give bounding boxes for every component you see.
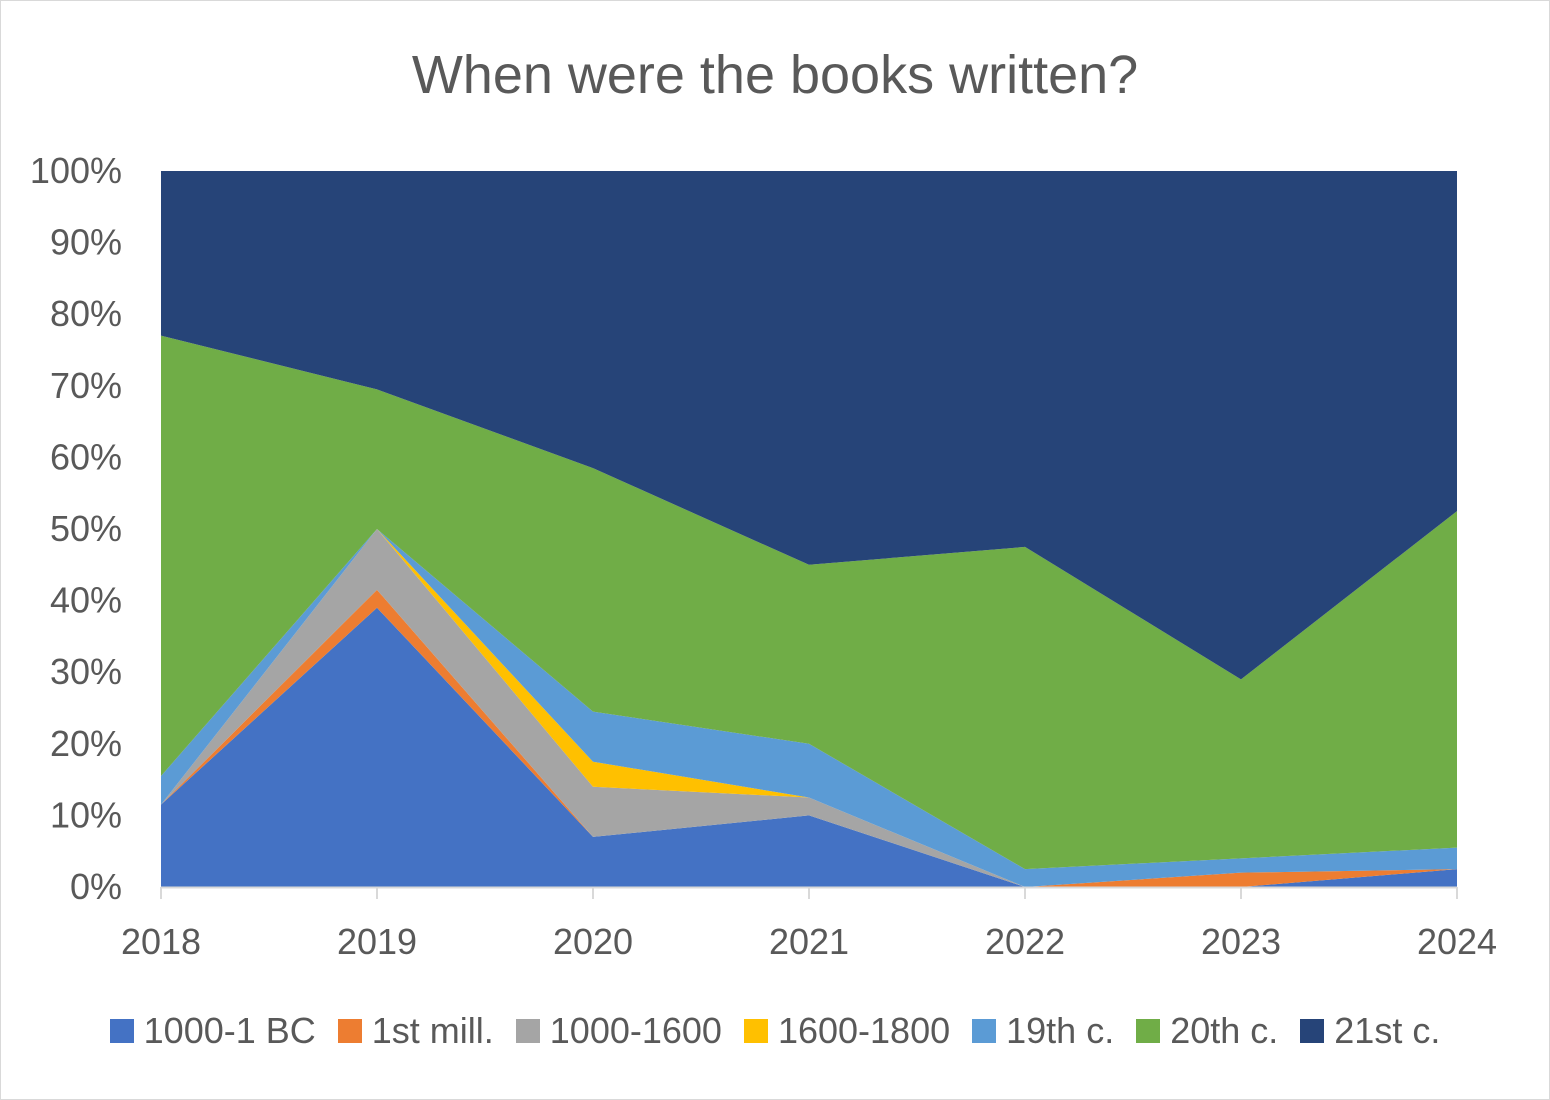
- legend-label: 1600-1800: [777, 1010, 951, 1051]
- legend-label: 20th c.: [1170, 1010, 1279, 1051]
- x-tick-label: 2022: [985, 921, 1065, 962]
- y-tick-label: 40%: [50, 580, 122, 621]
- legend-item: 1600-1800: [743, 1010, 951, 1052]
- y-tick-label: 10%: [50, 794, 122, 835]
- legend-swatch: [515, 1019, 540, 1043]
- y-tick-label: 60%: [50, 436, 122, 477]
- x-tick-label: 2024: [1417, 921, 1497, 962]
- x-tick-label: 2020: [553, 921, 633, 962]
- area-series-6: [161, 171, 1457, 680]
- chart-title: When were the books written?: [411, 45, 1139, 105]
- area-series-2: [161, 529, 1457, 887]
- x-tick-label: 2021: [769, 921, 849, 962]
- y-tick-label: 80%: [50, 293, 122, 334]
- legend-label: 1000-1 BC: [143, 1010, 316, 1051]
- legend-label: 21st c.: [1334, 1010, 1441, 1051]
- legend-swatch: [337, 1019, 362, 1043]
- legend-swatch: [1300, 1019, 1325, 1043]
- y-tick-label: 70%: [50, 365, 122, 406]
- y-tick-label: 90%: [50, 222, 122, 263]
- legend: 1000-1 BC 1st mill. 1000-1600 1600-1800 19th…: [0, 1010, 1550, 1052]
- x-tick-label: 2018: [121, 921, 201, 962]
- y-tick-label: 50%: [50, 508, 122, 549]
- legend-label: 1st mill.: [371, 1010, 494, 1051]
- legend-item: 1000-1600: [515, 1010, 722, 1052]
- y-tick-label: 30%: [50, 651, 122, 692]
- legend-item: 19th c.: [972, 1010, 1114, 1052]
- legend-item: 1st mill.: [337, 1010, 494, 1052]
- x-tick-label: 2023: [1201, 921, 1281, 962]
- y-axis-ticks: 0% 10% 20% 30% 40% 50% 60% 70% 80% 90% 100%: [30, 150, 122, 907]
- plot-area: [161, 171, 1457, 887]
- x-tick-label: 2019: [337, 921, 417, 962]
- legend-swatch: [743, 1019, 768, 1043]
- legend-label: 1000-1600: [549, 1010, 722, 1051]
- area-series-0: [161, 607, 1457, 887]
- x-axis-ticks: 2018 2019 2020 2021 2022 2023 2024: [121, 887, 1497, 962]
- legend-swatch: [109, 1019, 134, 1043]
- legend-item: 21st c.: [1300, 1010, 1440, 1052]
- legend-item: 1000-1 BC: [109, 1010, 316, 1052]
- y-tick-label: 20%: [50, 723, 122, 764]
- legend-swatch: [972, 1019, 997, 1043]
- y-tick-label: 100%: [30, 150, 122, 191]
- legend-swatch: [1136, 1019, 1161, 1043]
- legend-label: 19th c.: [1006, 1010, 1115, 1051]
- legend-item: 20th c.: [1136, 1010, 1278, 1052]
- area-series-5: [161, 335, 1457, 870]
- y-tick-label: 0%: [70, 866, 122, 907]
